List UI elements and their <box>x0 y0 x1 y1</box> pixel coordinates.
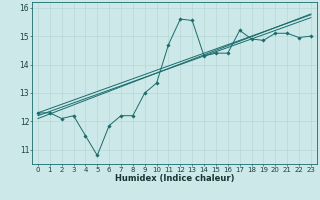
X-axis label: Humidex (Indice chaleur): Humidex (Indice chaleur) <box>115 174 234 183</box>
